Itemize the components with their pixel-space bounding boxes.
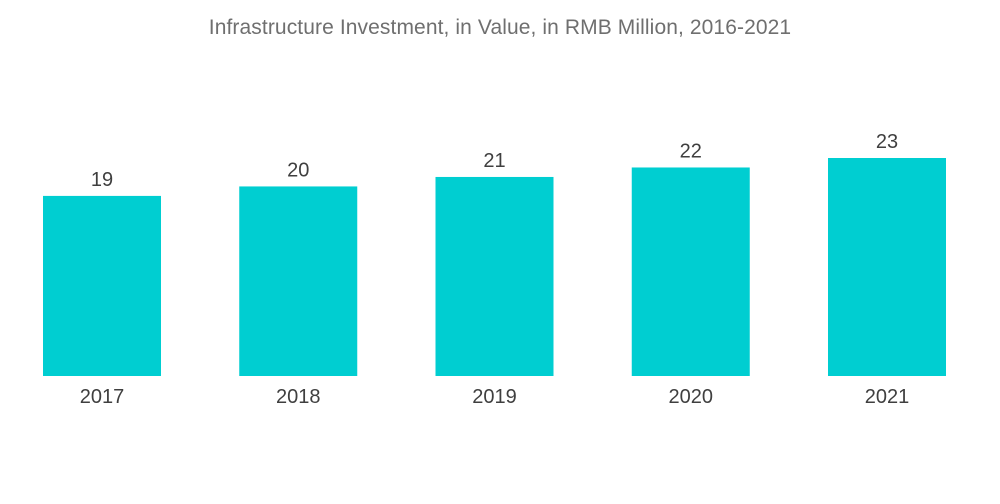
value-label-2017: 19	[91, 169, 113, 191]
value-label-2021: 23	[876, 131, 898, 153]
x-tick-label-2021: 2021	[865, 386, 910, 408]
bar-2019	[435, 176, 554, 376]
x-tick-label-2017: 2017	[80, 386, 125, 408]
bar-2021	[828, 158, 946, 376]
chart-title: Infrastructure Investment, in Value, in …	[208, 16, 792, 39]
value-label-2018: 20	[287, 159, 309, 181]
bar-2018	[239, 186, 358, 376]
x-tick-label-2018: 2018	[276, 386, 321, 408]
bar-2017	[43, 195, 161, 376]
x-tick-label-2020: 2020	[669, 386, 714, 408]
x-tick-label-2019: 2019	[472, 386, 517, 408]
bar-2020	[631, 167, 750, 376]
value-label-2019: 21	[483, 150, 505, 172]
value-label-2020: 22	[680, 140, 702, 162]
